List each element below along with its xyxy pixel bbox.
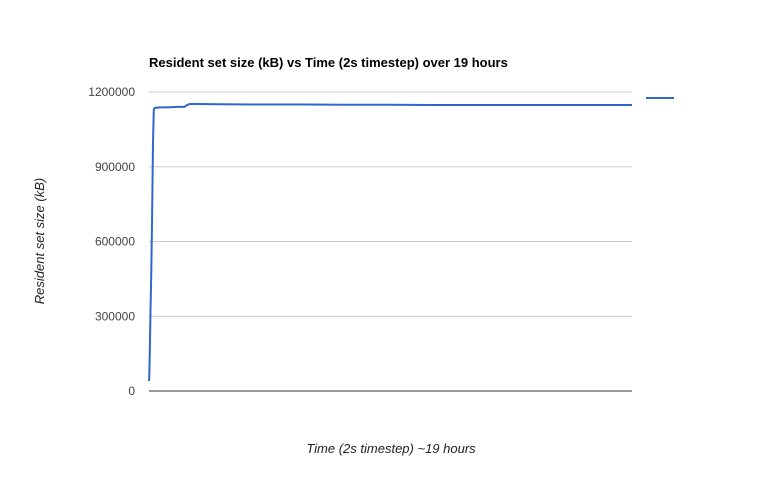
y-tick-label: 300000 xyxy=(95,309,135,323)
gridlines xyxy=(149,91,632,317)
y-axis-label: Resident set size (kB) xyxy=(32,178,47,304)
chart-title: Resident set size (kB) vs Time (2s times… xyxy=(149,55,508,70)
series-group xyxy=(148,103,632,382)
y-tick-label: 600000 xyxy=(95,235,135,249)
y-tick-label: 0 xyxy=(128,384,135,398)
y-tick-label: 1200000 xyxy=(88,85,135,99)
series-line xyxy=(148,103,632,382)
y-axis-ticks: 0 300000 600000 900000 1200000 xyxy=(88,85,135,398)
y-tick-label: 900000 xyxy=(95,160,135,174)
x-axis-label: Time (2s timestep) ~19 hours xyxy=(306,441,476,456)
